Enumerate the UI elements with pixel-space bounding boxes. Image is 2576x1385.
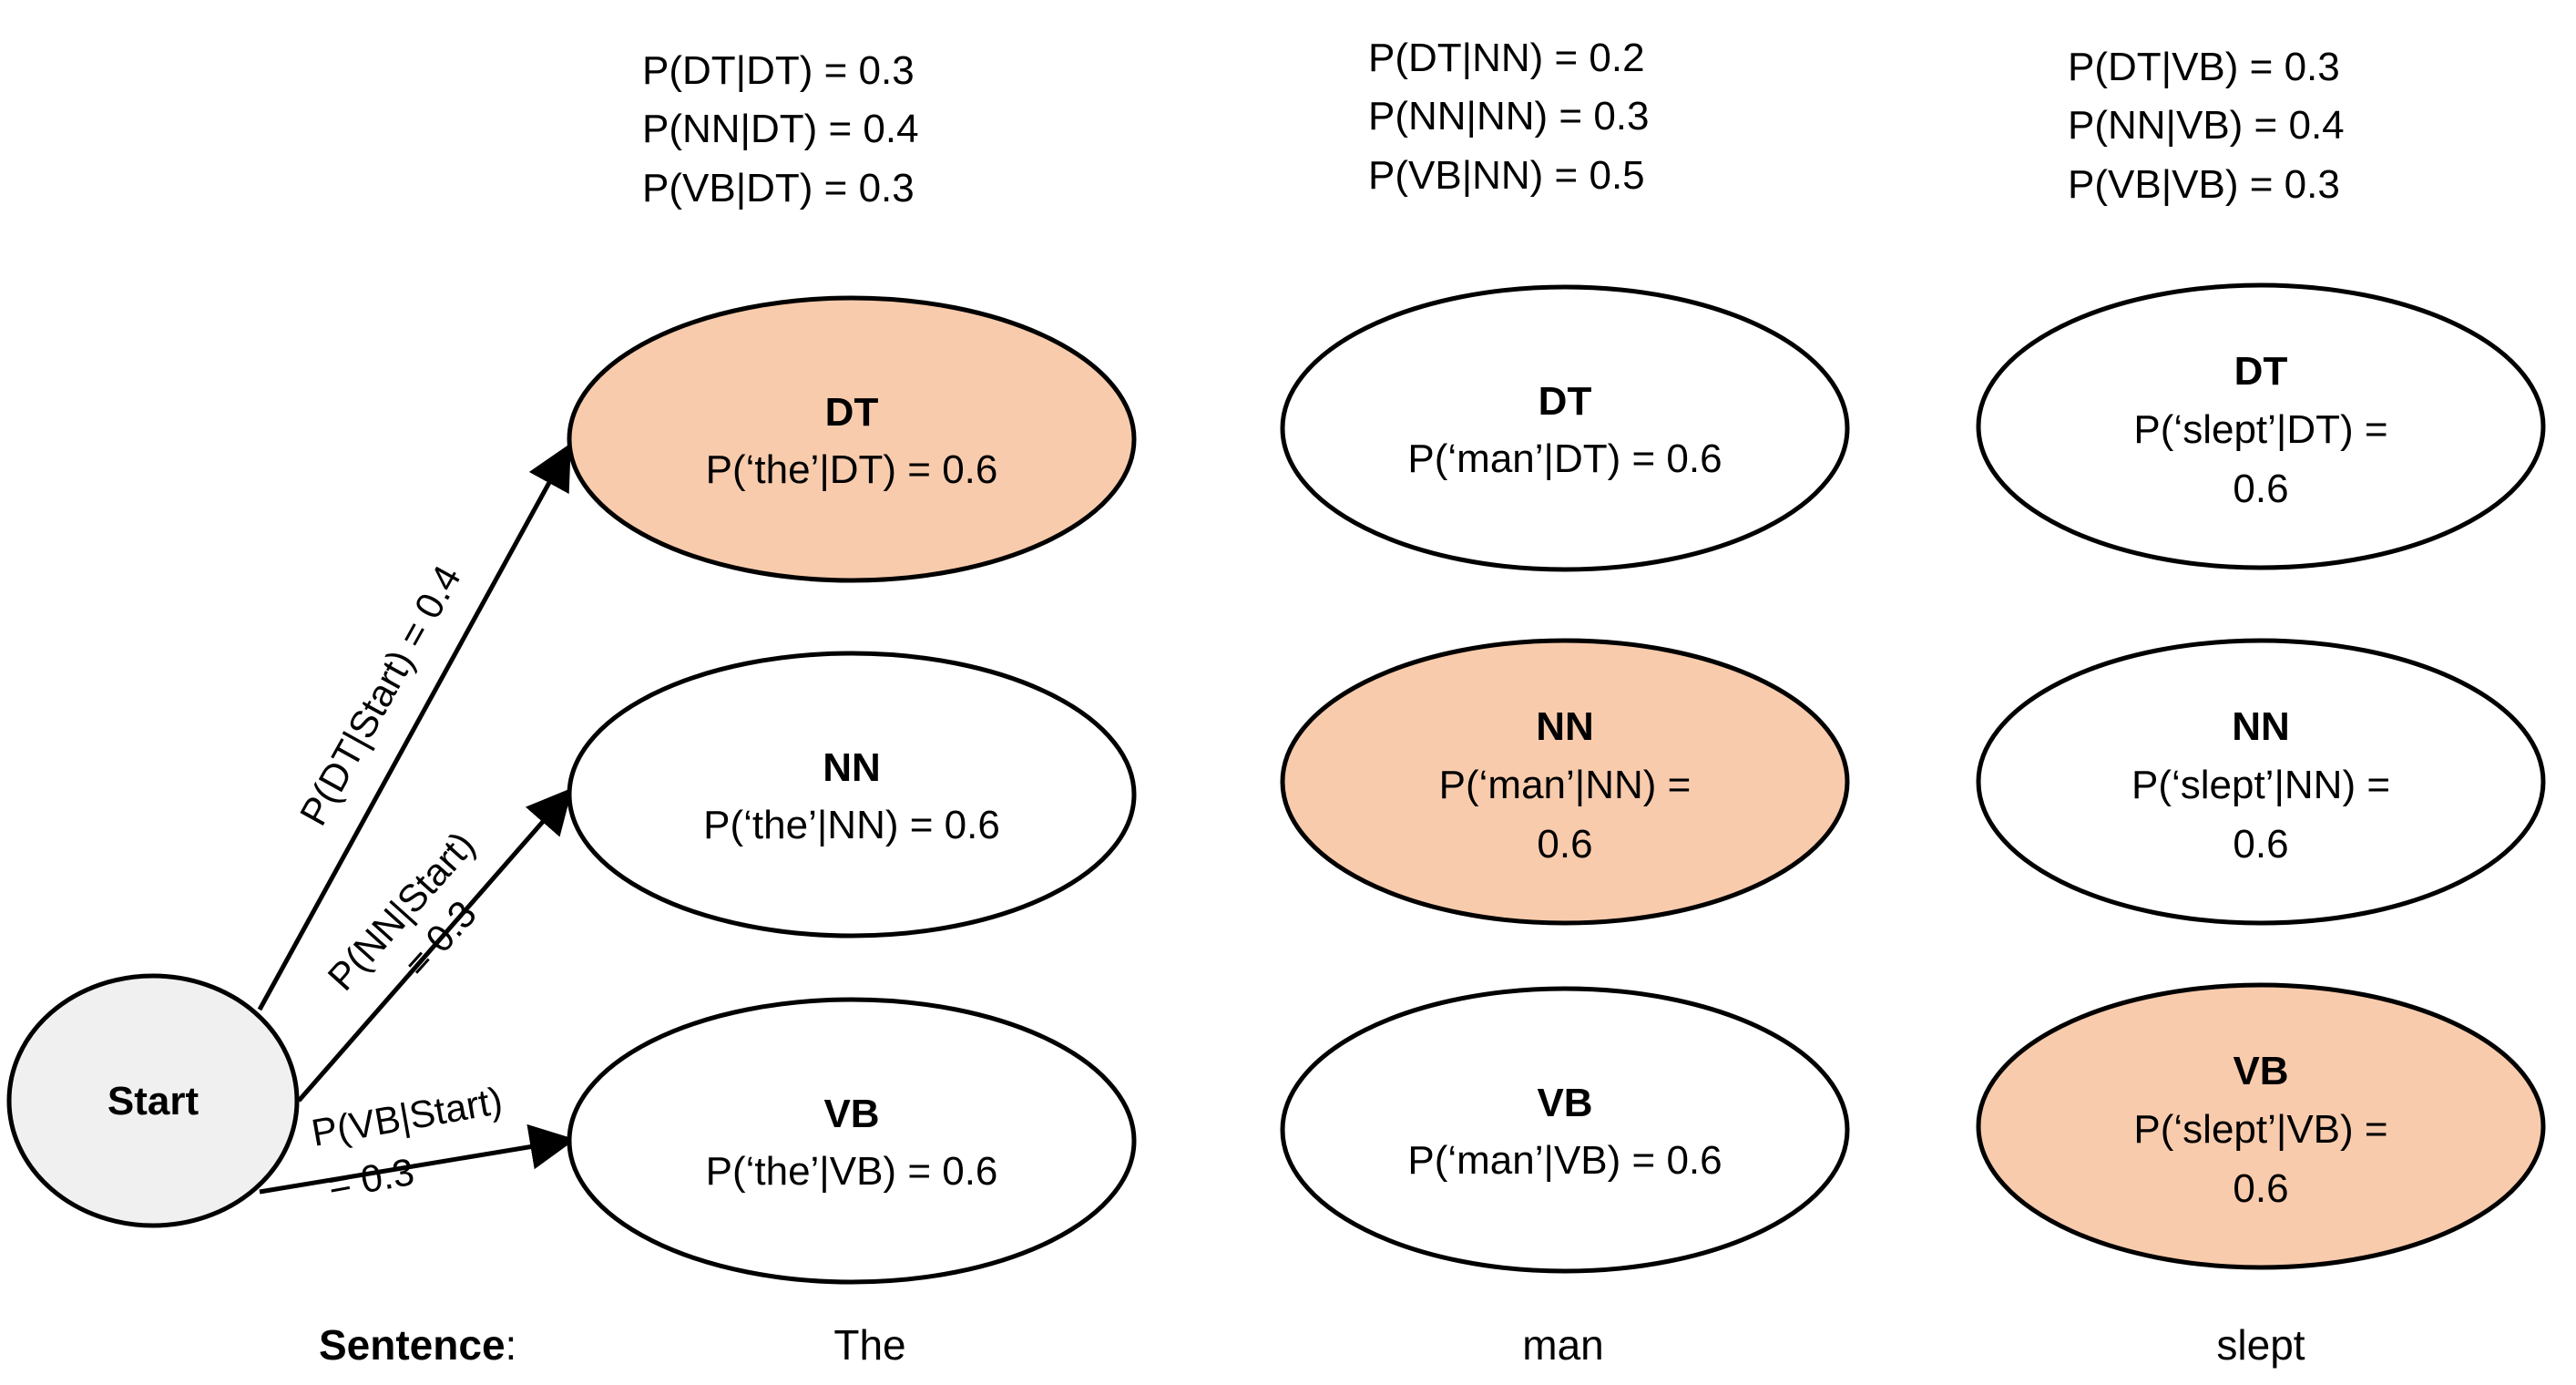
node-tag: DT (825, 390, 879, 435)
sentence-label: Sentence: (319, 1321, 516, 1369)
node-emission: 0.6 (2233, 467, 2288, 511)
edge-label-start-vb: P(VB|Start) = 0.3 (308, 1077, 525, 1208)
node-slept-nn: NN P(‘slept’|NN) = 0.6 (1976, 638, 2546, 926)
node-tag: DT (2234, 349, 2288, 394)
sentence-word: slept (2216, 1321, 2305, 1369)
node-emission: 0.6 (2233, 1166, 2288, 1211)
node-tag: VB (2233, 1049, 2288, 1093)
column-the: P(DT|DT) = 0.3 P(NN|DT) = 0.4 P(VB|DT) =… (567, 48, 1137, 1285)
sentence-word: The (833, 1321, 905, 1369)
node-tag: NN (1536, 704, 1594, 749)
node-emission: P(‘the’|VB) = 0.6 (706, 1149, 998, 1194)
node-shape (1976, 982, 2546, 1270)
node-shape (567, 651, 1137, 939)
node-emission: P(‘man’|DT) = 0.6 (1407, 436, 1722, 481)
node-tag: NN (823, 745, 881, 790)
node-slept-vb: VB P(‘slept’|VB) = 0.6 (1976, 982, 2546, 1270)
node-tag: VB (1537, 1081, 1592, 1125)
edge-start-to-vb (259, 1123, 576, 1195)
node-tag: DT (1538, 379, 1592, 424)
node-the-vb: VB P(‘the’|VB) = 0.6 (567, 997, 1137, 1285)
node-shape (567, 295, 1137, 583)
transition-line: P(VB|NN) = 0.5 (1368, 153, 1645, 198)
node-tag: VB (823, 1092, 879, 1136)
transition-line: P(DT|NN) = 0.2 (1368, 36, 1645, 80)
node-man-nn: NN P(‘man’|NN) = 0.6 (1280, 638, 1850, 926)
column-man: P(DT|NN) = 0.2 P(NN|NN) = 0.3 P(VB|NN) =… (1280, 36, 1850, 1274)
node-the-nn: NN P(‘the’|NN) = 0.6 (567, 651, 1137, 939)
transition-line: P(VB|DT) = 0.3 (642, 166, 915, 210)
transition-line: P(NN|VB) = 0.4 (2068, 103, 2345, 148)
node-the-dt: DT P(‘the’|DT) = 0.6 (567, 295, 1137, 583)
start-node-label: Start (107, 1079, 199, 1123)
column-slept: P(DT|VB) = 0.3 P(NN|VB) = 0.4 P(VB|VB) =… (1976, 45, 2546, 1270)
node-shape (1976, 282, 2546, 570)
node-man-vb: VB P(‘man’|VB) = 0.6 (1280, 986, 1850, 1274)
node-emission: P(‘man’|NN) = (1439, 763, 1692, 807)
start-edges (257, 443, 576, 1195)
transition-line: P(DT|VB) = 0.3 (2068, 45, 2340, 89)
node-emission: 0.6 (1537, 822, 1592, 867)
node-shape (1280, 284, 1850, 572)
node-emission: P(‘slept’|VB) = (2133, 1107, 2387, 1152)
node-slept-dt: DT P(‘slept’|DT) = 0.6 (1976, 282, 2546, 570)
sentence-row: Sentence: The man slept (319, 1321, 2305, 1369)
node-emission: P(‘the’|DT) = 0.6 (706, 447, 998, 492)
transition-line: P(NN|DT) = 0.4 (642, 107, 919, 151)
node-emission: P(‘slept’|NN) = (2131, 763, 2390, 807)
edge-start-to-dt (257, 443, 571, 1011)
transition-line: P(NN|NN) = 0.3 (1368, 94, 1650, 138)
transition-line: P(DT|DT) = 0.3 (642, 48, 915, 93)
start-node-shape (6, 973, 300, 1228)
transition-line: P(VB|VB) = 0.3 (2068, 162, 2340, 207)
node-shape (1280, 638, 1850, 926)
node-shape (1976, 638, 2546, 926)
node-man-dt: DT P(‘man’|DT) = 0.6 (1280, 284, 1850, 572)
node-tag: NN (2232, 704, 2290, 749)
node-shape (1280, 986, 1850, 1274)
node-emission: 0.6 (2233, 822, 2288, 867)
node-shape (567, 997, 1137, 1285)
sentence-word: man (1522, 1321, 1603, 1369)
node-emission: P(‘slept’|DT) = (2133, 407, 2387, 452)
node-emission: P(‘the’|NN) = 0.6 (703, 803, 1000, 847)
edge-start-to-nn (297, 787, 573, 1103)
node-emission: P(‘man’|VB) = 0.6 (1407, 1138, 1722, 1183)
start-node: Start (6, 973, 300, 1228)
